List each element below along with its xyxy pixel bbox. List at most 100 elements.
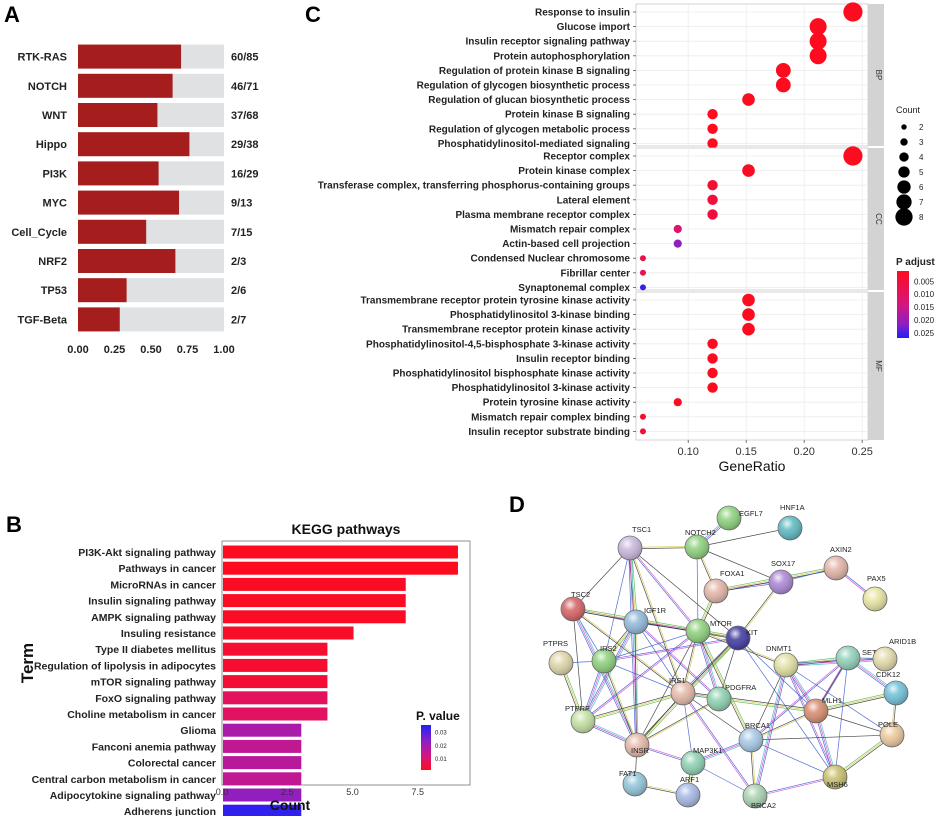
count-legend-label: 6 xyxy=(919,183,924,192)
network-edge xyxy=(630,547,684,693)
dot-point xyxy=(673,398,682,407)
network-edge xyxy=(682,694,816,713)
network-edge xyxy=(750,734,893,741)
network-node-label: IGF1R xyxy=(644,606,667,615)
network-edge xyxy=(604,660,638,745)
network-node-shine xyxy=(561,597,585,621)
term-label: MicroRNAs in cancer xyxy=(110,579,216,591)
kegg-bar xyxy=(223,658,328,672)
term-label: Regulation of glycogen biosynthetic proc… xyxy=(417,81,631,92)
network-node-shine xyxy=(625,733,649,757)
term-label: Regulation of lipolysis in adipocytes xyxy=(34,660,216,672)
term-label: Phosphatidylinositol 3-kinase activity xyxy=(452,383,631,394)
bar-altered xyxy=(78,219,147,244)
network-node-shine xyxy=(863,587,887,611)
dot-point xyxy=(639,428,646,435)
network-edge xyxy=(628,548,636,746)
padjust-legend-title: P adjust xyxy=(896,257,935,268)
network-edge xyxy=(815,692,897,712)
kegg-bar xyxy=(223,707,328,721)
network-node-shine xyxy=(686,619,710,643)
term-label: Plasma membrane receptor complex xyxy=(455,210,630,221)
network-node-label: TSC2 xyxy=(571,590,590,599)
facet-strip-label: BP xyxy=(874,70,883,81)
dot-point xyxy=(707,109,718,120)
network-node-label: TSC1 xyxy=(632,525,651,534)
x-tick-label: 1.00 xyxy=(213,344,234,356)
bar-altered xyxy=(78,103,158,127)
network-edge xyxy=(682,692,752,741)
dot-point xyxy=(673,239,682,248)
dot-point xyxy=(742,93,755,106)
network-edge xyxy=(682,692,817,712)
term-label: FoxO signaling pathway xyxy=(95,693,216,705)
kegg-bar xyxy=(223,642,328,656)
facet-strip xyxy=(868,292,884,440)
kegg-bar xyxy=(223,577,406,591)
count-legend-dot xyxy=(899,152,909,162)
dot-point xyxy=(707,180,718,191)
dot-point xyxy=(707,123,718,134)
network-edge xyxy=(635,622,719,700)
network-node-shine xyxy=(549,651,573,675)
network-node-label: PTPRS xyxy=(543,639,568,648)
pathway-bar-chart-a: RTK-RAS 60/85 NOTCH 46/71 WNT 37/68 Hippo 29/38… xyxy=(11,44,259,356)
network-edge xyxy=(571,609,637,746)
dot-point xyxy=(775,63,791,78)
count-legend-label: 3 xyxy=(919,138,924,147)
network-node-shine xyxy=(884,681,908,705)
network-edge xyxy=(629,548,683,694)
category-label: NRF2 xyxy=(38,256,67,268)
facet-panel xyxy=(635,3,869,147)
network-edge xyxy=(816,694,897,713)
count-legend-label: 5 xyxy=(919,168,924,177)
network-edge xyxy=(572,547,631,610)
kegg-bar xyxy=(223,626,354,640)
panel-label-a: A xyxy=(4,2,20,27)
x-tick-label: 7.5 xyxy=(412,787,425,797)
kegg-bar xyxy=(223,691,328,705)
dot-point xyxy=(707,338,718,349)
dot-point xyxy=(742,322,755,336)
kegg-bar xyxy=(223,756,302,770)
padjust-tick-label: 0.025 xyxy=(914,329,935,338)
network-edge xyxy=(815,710,893,736)
kegg-bar-chart-b: KEGG pathways PI3K-Akt signaling pathway P… xyxy=(18,521,471,816)
network-node-shine xyxy=(774,653,798,677)
network-node-label: MTOR xyxy=(710,619,733,628)
network-edge xyxy=(683,692,756,796)
network-node-shine xyxy=(836,646,860,670)
bar-altered xyxy=(78,307,120,332)
network-node-label: HNF1A xyxy=(780,503,805,512)
network-edge xyxy=(583,694,684,723)
y-axis-title: Term xyxy=(18,643,37,683)
network-edge xyxy=(604,638,739,663)
network-edge xyxy=(682,693,755,797)
network-node-shine xyxy=(681,751,705,775)
network-edge xyxy=(815,691,896,710)
network-node-shine xyxy=(592,649,616,673)
term-label: Insuling resistance xyxy=(121,628,216,640)
term-label: Glioma xyxy=(180,725,216,737)
network-node-label: CDK12 xyxy=(876,670,900,679)
network-edge xyxy=(603,661,637,746)
dot-point xyxy=(707,353,718,364)
category-label: WNT xyxy=(42,110,67,122)
network-node-shine xyxy=(685,535,709,559)
term-label: Colorectal cancer xyxy=(128,758,216,770)
term-label: Fanconi anemia pathway xyxy=(92,741,216,753)
count-legend-label: 8 xyxy=(919,213,924,222)
network-edge xyxy=(750,657,848,740)
network-node-label: BRCA1 xyxy=(745,721,770,730)
go-dot-plot-c: BP Response to insulin Glucose import Insul… xyxy=(318,2,935,474)
category-label: Cell_Cycle xyxy=(11,227,67,239)
term-label: Insulin receptor binding xyxy=(516,354,630,365)
category-label: PI3K xyxy=(43,168,68,180)
network-node-label: EGFL7 xyxy=(739,509,763,518)
pvalue-tick-label: 0.02 xyxy=(435,744,447,750)
category-label: TP53 xyxy=(41,285,67,297)
term-label: mTOR signaling pathway xyxy=(91,677,216,689)
count-legend-dot xyxy=(897,180,911,194)
x-tick-label: 5.0 xyxy=(346,787,359,797)
network-edge xyxy=(834,657,849,778)
